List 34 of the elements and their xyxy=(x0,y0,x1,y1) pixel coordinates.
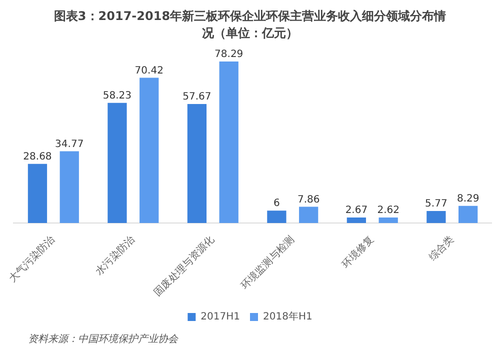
x-tick-label: 大气污染防治 xyxy=(6,234,58,285)
legend-label: 2018年H1 xyxy=(263,310,312,323)
data-label: 58.23 xyxy=(102,90,132,102)
bar xyxy=(458,206,478,223)
bar xyxy=(60,151,79,223)
data-label: 34.77 xyxy=(55,138,84,150)
data-label: 8.29 xyxy=(456,193,480,204)
x-tick-label: 固废处理与资源化 xyxy=(152,234,217,299)
bar xyxy=(378,218,398,223)
text: 资料来源：中国环境保护产业协会 xyxy=(27,332,180,346)
bar xyxy=(426,211,446,223)
bar xyxy=(187,104,207,223)
x-tick-label: 环境修复 xyxy=(340,234,376,270)
chart-title: 图表3：2017-2018年新三板环保企业环保主营业务收入细分领域分布情况（单位：亿元） xyxy=(52,8,448,42)
bar xyxy=(267,210,286,223)
data-label: 70.42 xyxy=(134,65,164,76)
data-label: 2.67 xyxy=(345,205,368,216)
data-label: 6 xyxy=(274,198,280,210)
bar xyxy=(346,217,366,223)
data-label: 7.86 xyxy=(297,194,320,206)
x-tick-label: 水污染防治 xyxy=(93,234,138,278)
bar xyxy=(219,62,238,223)
bar xyxy=(140,78,159,223)
bar xyxy=(108,102,127,223)
x-tick-label: 环境监测与检测 xyxy=(238,234,297,292)
data-label: 57.67 xyxy=(182,92,212,103)
data-label: 2.62 xyxy=(377,205,400,216)
bar xyxy=(28,164,48,223)
legend-label: 2017H1 xyxy=(200,312,240,323)
data-label: 78.29 xyxy=(214,49,244,60)
data-label: 28.68 xyxy=(23,151,52,162)
x-tick-label: 综合类 xyxy=(426,234,456,264)
data-label: 5.77 xyxy=(425,198,448,210)
bar xyxy=(299,206,318,223)
